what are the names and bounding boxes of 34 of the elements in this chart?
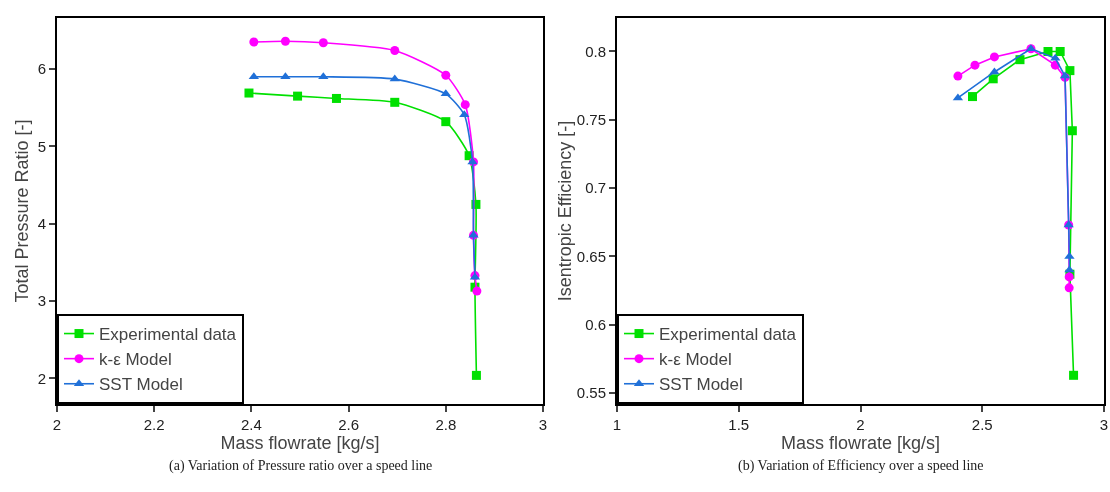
y-tick-label: 0.65 (576, 247, 606, 265)
x-tick-label: 2 (52, 416, 62, 433)
legend-label: k-ε Model (99, 350, 172, 370)
y-tick-label: 0.7 (585, 179, 606, 197)
x-tick-label: 2 (856, 416, 865, 433)
y-tick-label: 6 (37, 60, 46, 78)
legend-label: SST Model (99, 375, 183, 395)
x-tick-label: 1 (612, 416, 622, 433)
x-tick-label: 2.5 (971, 416, 993, 433)
x-tick-label: 3 (538, 416, 548, 433)
y-tick-label: 5 (37, 137, 46, 155)
y-tick-label: 0.6 (585, 316, 606, 333)
legend-label: k-ε Model (659, 350, 732, 370)
y-tick-label: 3 (37, 292, 46, 310)
legend-label: Experimental data (99, 325, 237, 345)
x-tick-label: 2.6 (338, 416, 360, 433)
x-tick-label: 3 (1099, 416, 1109, 433)
legend-label: Experimental data (659, 325, 797, 345)
x-tick-label: 2.8 (435, 416, 457, 433)
y-tick-label: 0.75 (576, 111, 606, 129)
y-tick-label: 0.8 (585, 42, 606, 60)
y-tick-label: 4 (37, 215, 46, 233)
x-tick-label: 2.4 (240, 416, 262, 433)
legend-label: SST Model (659, 375, 743, 395)
x-tick-label: 1.5 (728, 416, 750, 433)
text: (a) Variation of Pressure ratio over a speed line (169, 458, 433, 474)
x-axis-title: Mass flowrate [kg/s] (780, 433, 941, 453)
x-tick-label: 2.2 (143, 416, 165, 433)
y-axis-title: Isentropic Efficiency [-] (555, 120, 575, 302)
text: (b) Variation of Efficiency over a speed line (738, 458, 984, 474)
y-axis-title: Total Pressure Ratio [-] (12, 119, 33, 303)
y-tick-label: 2 (37, 369, 46, 387)
x-axis-title: Mass flowrate [kg/s] (220, 433, 380, 453)
y-tick-label: 0.55 (576, 384, 606, 402)
